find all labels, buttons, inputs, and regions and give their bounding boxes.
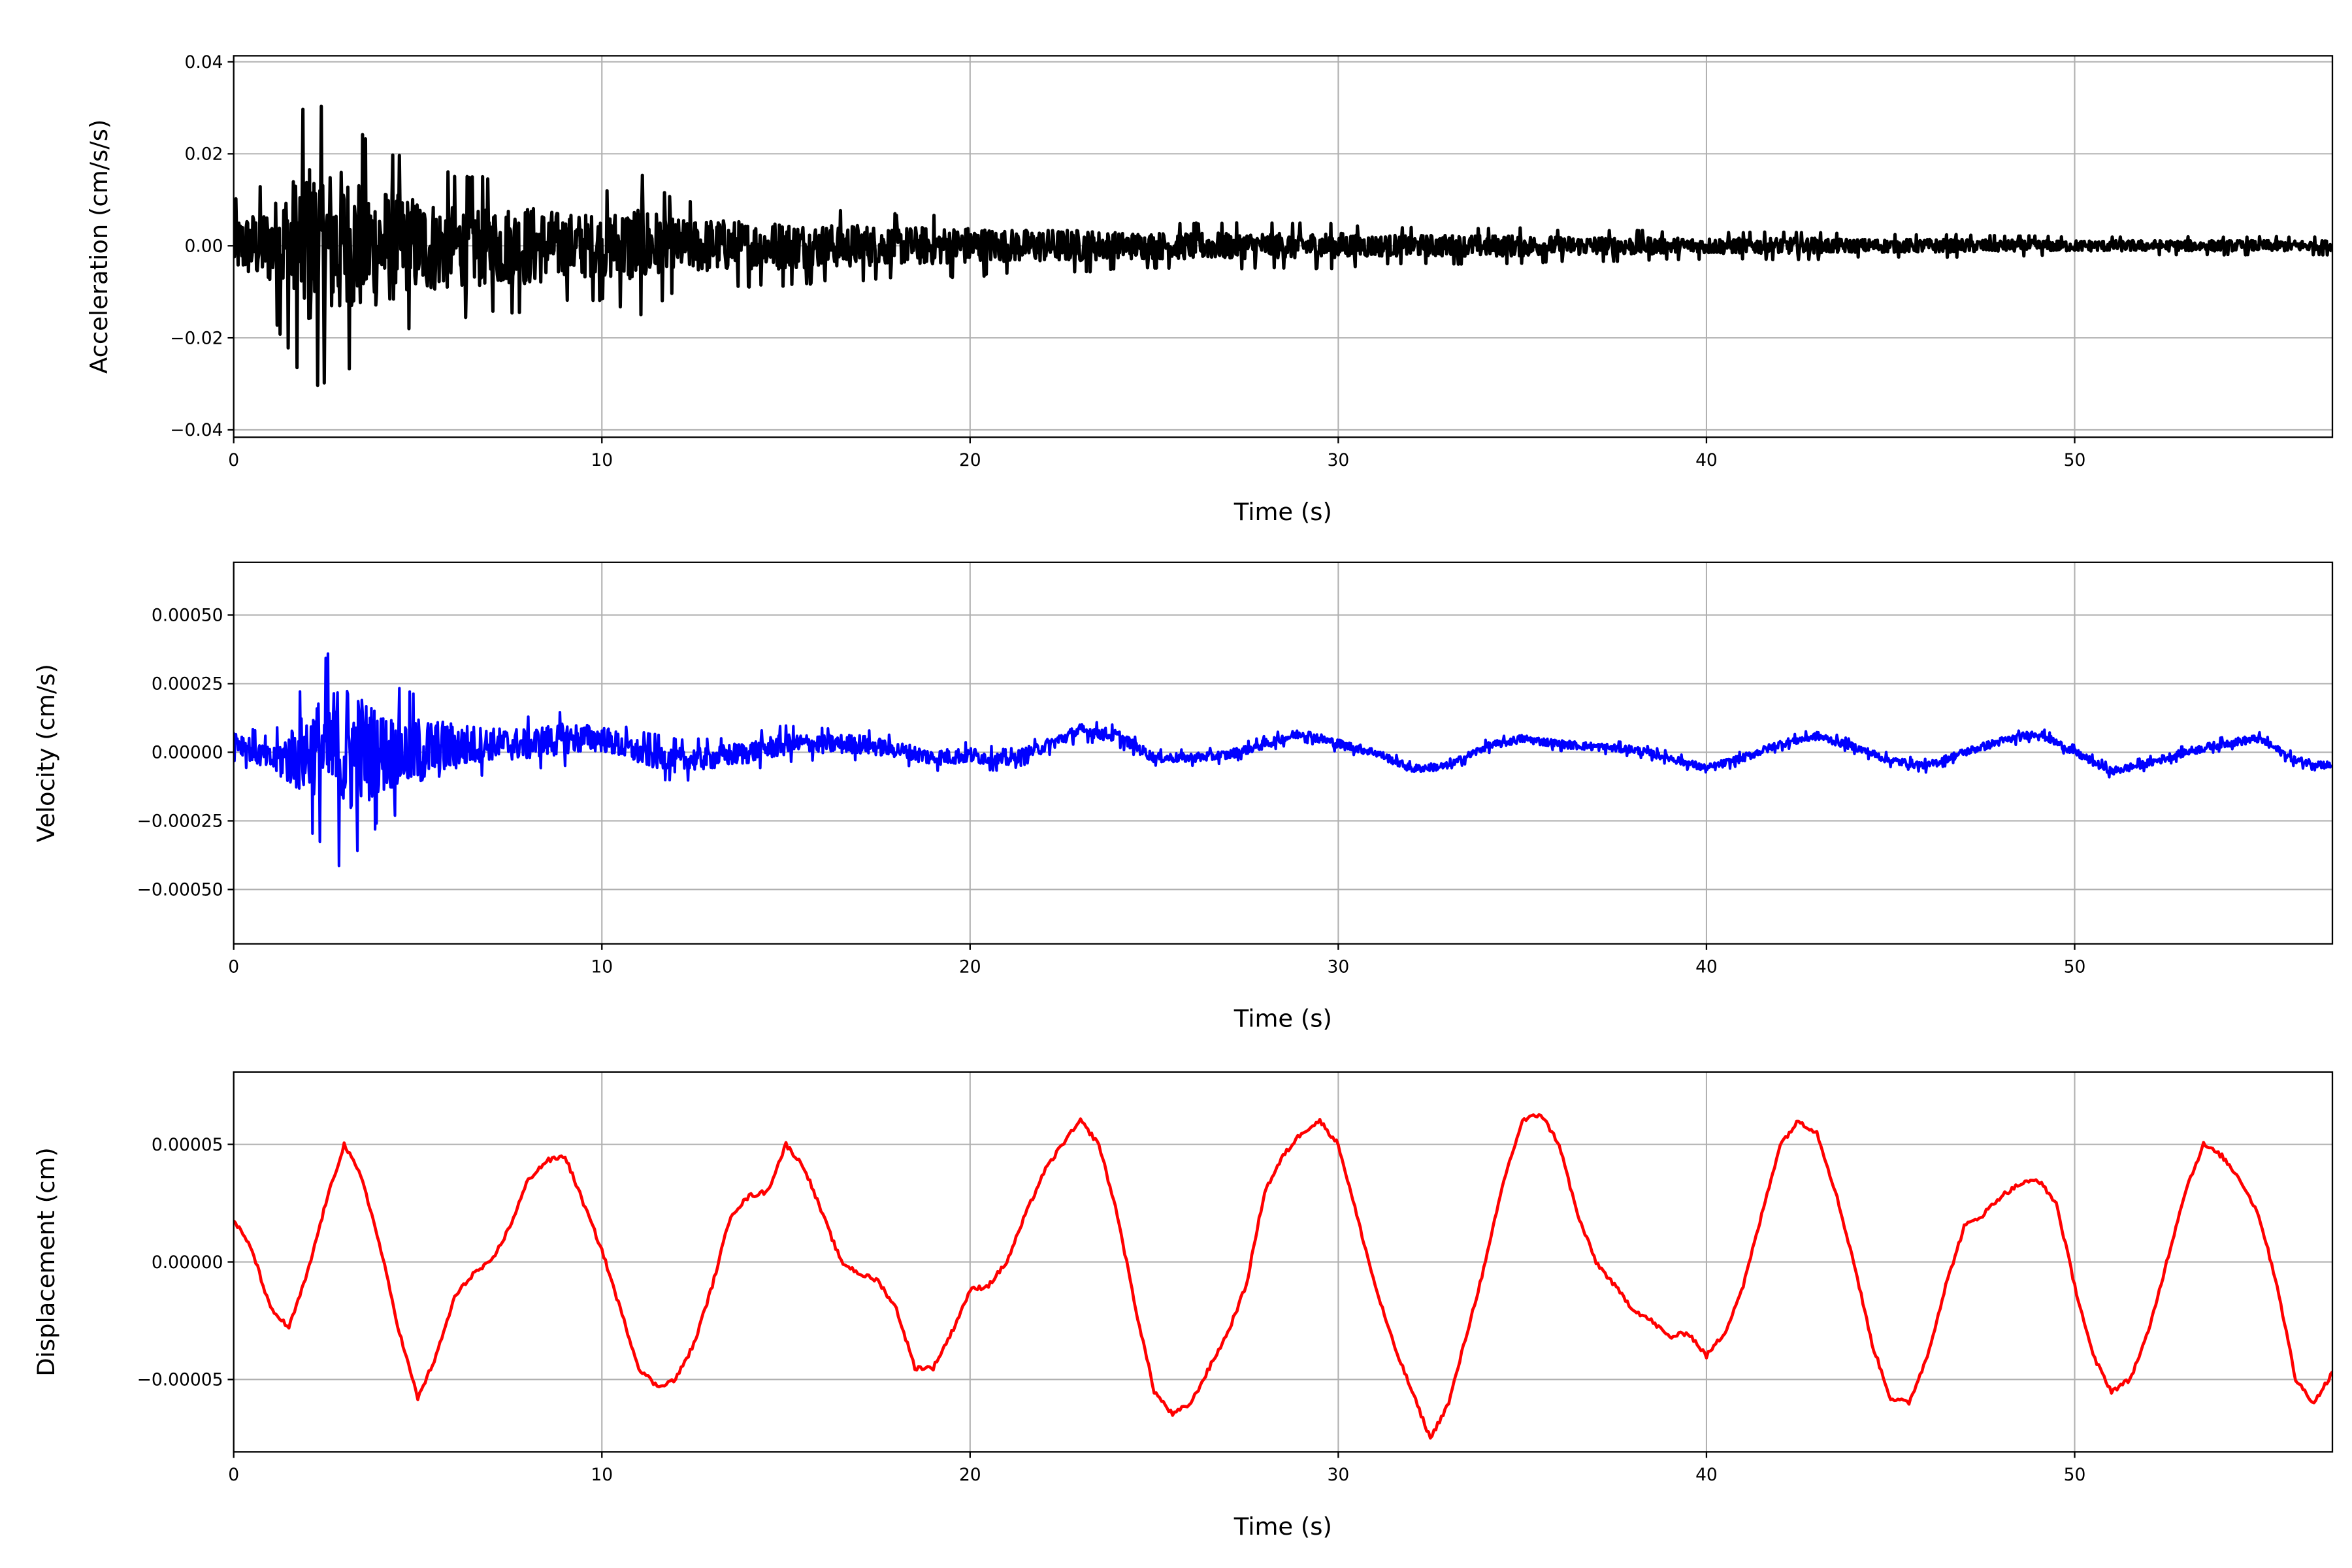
x-tick-label: 20: [959, 1465, 981, 1485]
y-tick-label: 0.00005: [152, 1135, 223, 1155]
x-tick-label: 10: [591, 1465, 613, 1485]
y-tick-label: −0.00005: [137, 1370, 223, 1390]
subplot-1: 0 10 20 30 40 50 −0.04 −0.02 0.00 0.02 0.04 Time (s…: [85, 52, 2334, 526]
x-tick-label: 0: [228, 956, 239, 977]
data-series-line: [233, 105, 2332, 387]
x-axis-label: Time (s): [1233, 1512, 1332, 1541]
x-axis-label: Time (s): [1233, 1005, 1332, 1033]
x-tick-label: 50: [2064, 956, 2086, 977]
x-tick-label: 30: [1328, 450, 1350, 470]
x-tick-label: 10: [591, 450, 613, 470]
x-tick-label: 10: [591, 956, 613, 977]
x-tick-label: 50: [2064, 450, 2086, 470]
x-tick-label: 40: [1695, 450, 1718, 470]
y-tick-label: 0.00000: [152, 743, 223, 763]
data-series-line: [233, 652, 2332, 868]
x-tick-label: 20: [959, 450, 981, 470]
y-axis-label: Velocity (cm/s): [32, 664, 60, 842]
y-tick-label: 0.00050: [152, 606, 223, 626]
x-tick-label: 40: [1695, 1465, 1718, 1485]
x-tick-label: 40: [1695, 956, 1718, 977]
y-tick-label: 0.02: [184, 144, 223, 165]
subplot-3: 0 10 20 30 40 50 −0.00005 0.00000 0.00005 Time (s…: [32, 1071, 2334, 1541]
y-axis-label: Displacement (cm): [32, 1147, 60, 1376]
x-tick-label: 0: [228, 1465, 239, 1485]
y-tick-label: 0.00000: [152, 1252, 223, 1273]
axes-frame: [233, 561, 2334, 945]
x-tick-label: 50: [2064, 1465, 2086, 1485]
y-tick-label: 0.00: [184, 236, 223, 256]
y-tick-label: 0.04: [184, 52, 223, 73]
y-tick-label: 0.00025: [152, 674, 223, 694]
x-tick-label: 20: [959, 956, 981, 977]
x-tick-label: 30: [1328, 956, 1350, 977]
data-series-line: [233, 1113, 2332, 1440]
x-tick-label: 0: [228, 450, 239, 470]
y-tick-label: −0.00050: [137, 880, 223, 900]
y-tick-label: −0.00025: [137, 811, 223, 832]
x-tick-label: 30: [1328, 1465, 1350, 1485]
x-axis-label: Time (s): [1233, 498, 1332, 526]
y-tick-label: −0.02: [170, 328, 223, 348]
y-axis-label: Acceleration (cm/s/s): [85, 120, 113, 374]
subplot-2: 0 10 20 30 40 50 −0.00050 −0.00025 0.00000 0.0002…: [32, 561, 2334, 1033]
y-tick-label: −0.04: [170, 420, 223, 440]
